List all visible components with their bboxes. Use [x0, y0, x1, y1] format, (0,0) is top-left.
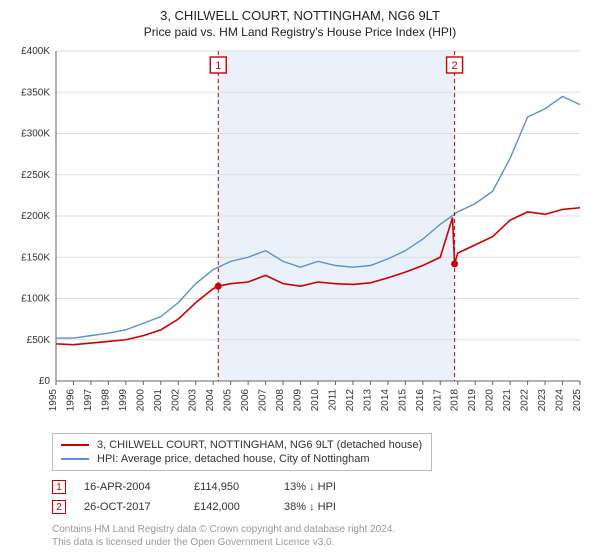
- svg-text:2022: 2022: [520, 389, 531, 412]
- svg-text:2005: 2005: [223, 389, 234, 412]
- legend-label: HPI: Average price, detached house, City…: [97, 453, 370, 465]
- svg-text:1996: 1996: [65, 389, 76, 412]
- sale-price: £114,950: [194, 481, 284, 493]
- svg-text:2013: 2013: [362, 389, 373, 412]
- svg-text:2014: 2014: [380, 389, 391, 412]
- svg-text:£200K: £200K: [21, 211, 50, 222]
- svg-text:2004: 2004: [205, 389, 216, 412]
- svg-text:1997: 1997: [83, 389, 94, 412]
- svg-text:£50K: £50K: [27, 335, 51, 346]
- chart-container: 3, CHILWELL COURT, NOTTINGHAM, NG6 9LT P…: [0, 0, 600, 560]
- sale-date: 16-APR-2004: [84, 481, 194, 493]
- sale-marker-icon: 2: [52, 500, 66, 514]
- svg-text:2017: 2017: [432, 389, 443, 412]
- legend: 3, CHILWELL COURT, NOTTINGHAM, NG6 9LT (…: [52, 433, 432, 471]
- svg-text:2023: 2023: [537, 389, 548, 412]
- sales-table: 1 16-APR-2004 £114,950 13% ↓ HPI 2 26-OC…: [52, 477, 588, 517]
- svg-text:2: 2: [452, 60, 458, 72]
- legend-swatch: [61, 458, 89, 460]
- sale-diff: 13% ↓ HPI: [284, 481, 374, 493]
- chart-subtitle: Price paid vs. HM Land Registry's House …: [12, 25, 588, 39]
- chart-svg: £0 £50K £100K £150K £200K £250K £300K £350K £400…: [12, 45, 588, 425]
- svg-text:£0: £0: [39, 376, 51, 387]
- chart-title: 3, CHILWELL COURT, NOTTINGHAM, NG6 9LT: [12, 8, 588, 23]
- sale-marker-icon: 1: [52, 480, 66, 494]
- sale-date: 26-OCT-2017: [84, 501, 194, 513]
- svg-text:2001: 2001: [153, 389, 164, 412]
- sale-row: 2 26-OCT-2017 £142,000 38% ↓ HPI: [52, 497, 588, 517]
- svg-text:2024: 2024: [555, 389, 566, 412]
- svg-text:£150K: £150K: [21, 252, 50, 263]
- svg-text:2000: 2000: [135, 389, 146, 412]
- svg-text:£100K: £100K: [21, 294, 50, 305]
- svg-text:1998: 1998: [100, 389, 111, 412]
- sale-diff: 38% ↓ HPI: [284, 501, 374, 513]
- svg-text:2021: 2021: [502, 389, 513, 412]
- svg-text:2015: 2015: [397, 389, 408, 412]
- chart-plot-area: £0 £50K £100K £150K £200K £250K £300K £350K £400…: [12, 45, 588, 425]
- legend-item: 3, CHILWELL COURT, NOTTINGHAM, NG6 9LT (…: [61, 438, 423, 452]
- svg-text:2008: 2008: [275, 389, 286, 412]
- svg-text:2020: 2020: [485, 389, 496, 412]
- svg-text:1: 1: [215, 60, 221, 72]
- attribution-line: Contains HM Land Registry data © Crown c…: [52, 523, 588, 536]
- attribution: Contains HM Land Registry data © Crown c…: [52, 523, 588, 549]
- svg-text:1999: 1999: [118, 389, 129, 412]
- sale-row: 1 16-APR-2004 £114,950 13% ↓ HPI: [52, 477, 588, 497]
- svg-text:2025: 2025: [572, 389, 583, 412]
- svg-text:£350K: £350K: [21, 87, 50, 98]
- svg-text:£300K: £300K: [21, 129, 50, 140]
- svg-text:2009: 2009: [293, 389, 304, 412]
- legend-swatch: [61, 444, 89, 446]
- sale-price: £142,000: [194, 501, 284, 513]
- svg-text:2012: 2012: [345, 389, 356, 412]
- svg-text:1995: 1995: [48, 389, 59, 412]
- attribution-line: This data is licensed under the Open Gov…: [52, 536, 588, 549]
- svg-text:2018: 2018: [450, 389, 461, 412]
- legend-item: HPI: Average price, detached house, City…: [61, 452, 423, 466]
- svg-text:£250K: £250K: [21, 170, 50, 181]
- svg-text:2016: 2016: [415, 389, 426, 412]
- svg-text:2010: 2010: [310, 389, 321, 412]
- svg-text:2002: 2002: [170, 389, 181, 412]
- legend-label: 3, CHILWELL COURT, NOTTINGHAM, NG6 9LT (…: [97, 439, 422, 451]
- svg-text:2006: 2006: [240, 389, 251, 412]
- svg-text:2007: 2007: [258, 389, 269, 412]
- svg-text:2019: 2019: [467, 389, 478, 412]
- svg-text:2011: 2011: [327, 389, 338, 411]
- svg-text:2003: 2003: [188, 389, 199, 412]
- svg-text:£400K: £400K: [21, 46, 50, 57]
